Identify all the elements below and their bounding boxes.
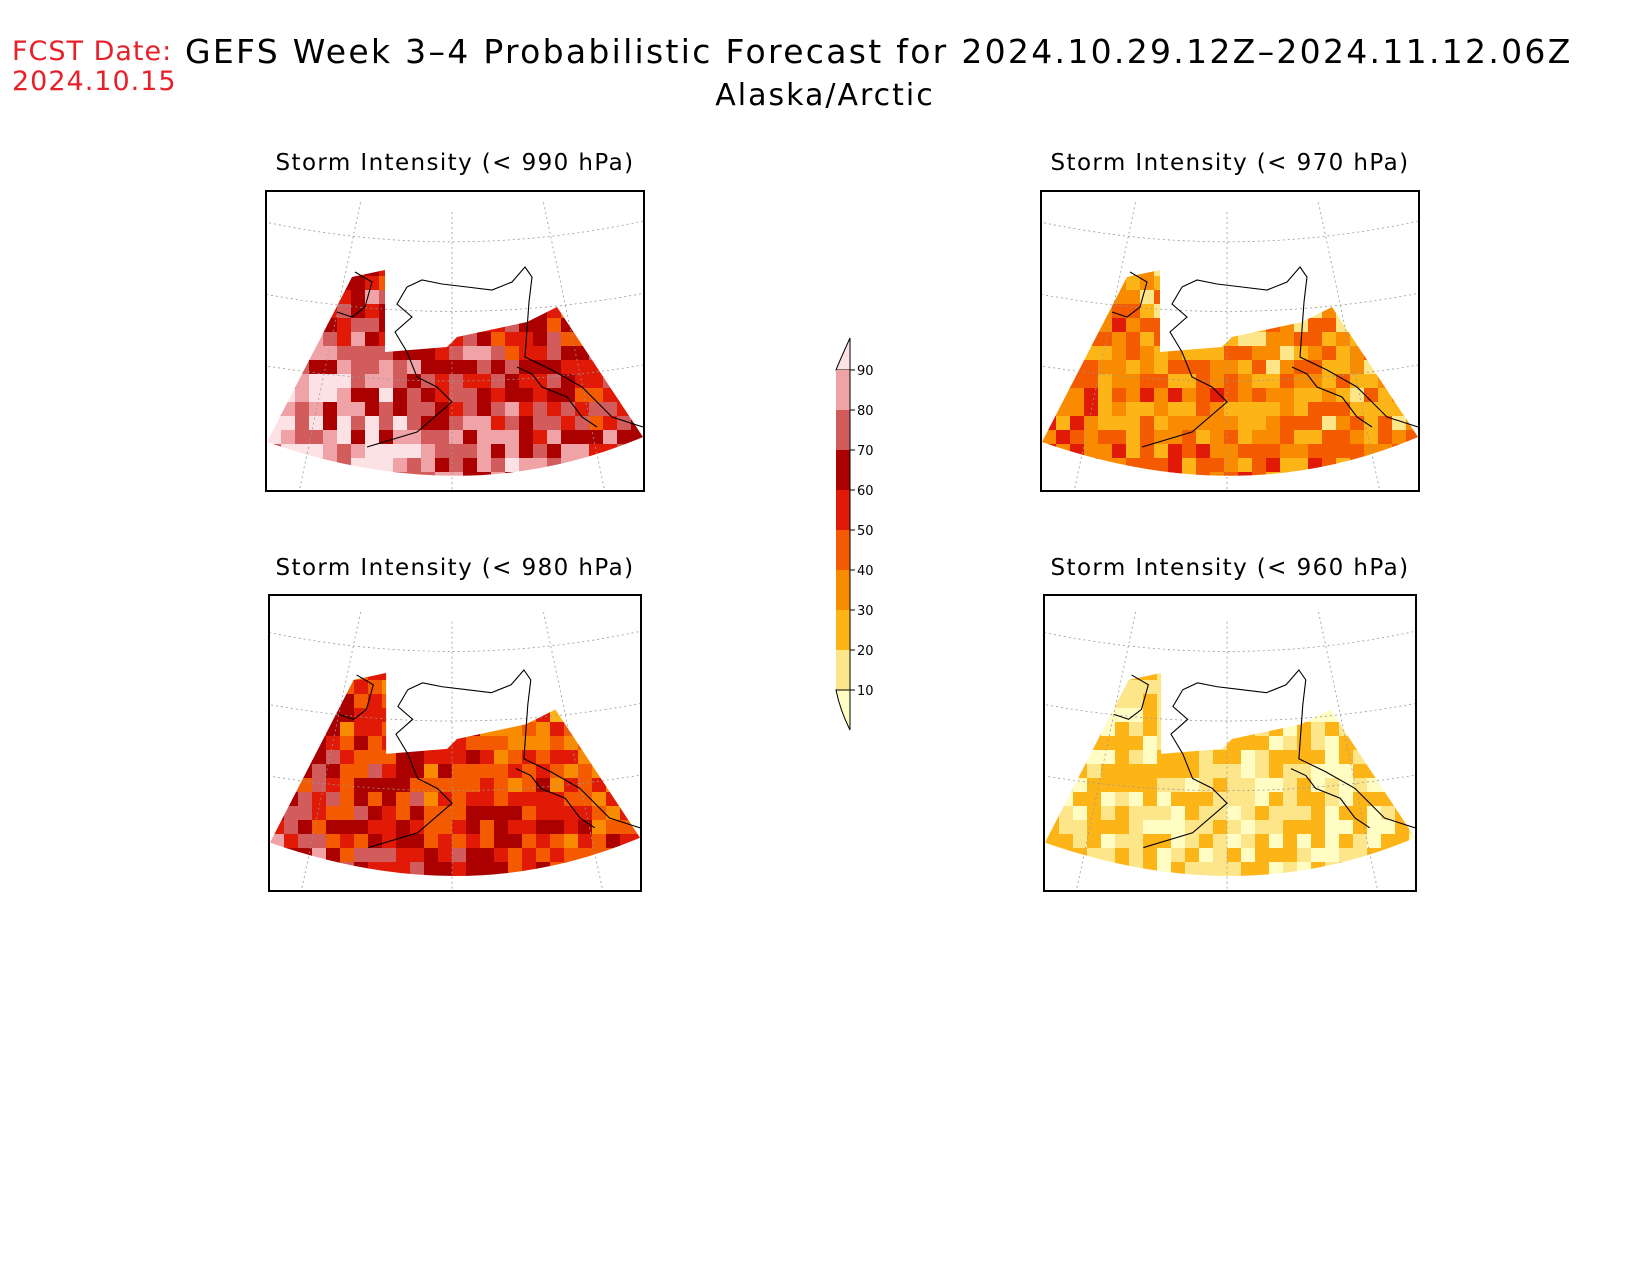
coastline: [336, 266, 643, 448]
colorbar-swatch: [836, 530, 850, 570]
panel-title-980: Storm Intensity (< 980 hPa): [275, 555, 635, 581]
coastline: [1111, 266, 1418, 448]
coastline: [1113, 669, 1415, 849]
colorbar-tick-label: 40: [857, 564, 874, 579]
panel-title-960: Storm Intensity (< 960 hPa): [1050, 555, 1410, 581]
probability-field: [1045, 672, 1415, 876]
colorbar-swatch: [836, 570, 850, 610]
panel-title-990: Storm Intensity (< 990 hPa): [275, 150, 635, 176]
map-svg: [1042, 202, 1418, 490]
colorbar-tick-label: 90: [857, 364, 874, 379]
colorbar-bottom-cap: [835, 689, 851, 731]
map-panel-960: [1043, 594, 1417, 892]
colorbar-swatch: [836, 650, 850, 690]
map-svg: [1045, 611, 1415, 890]
fcst-date-label: FCST Date:: [12, 36, 173, 67]
colorbar-tick-label: 20: [857, 644, 874, 659]
map-svg: [270, 611, 640, 890]
colorbar-tick-label: 30: [857, 604, 874, 619]
colorbar-tick-label: 60: [857, 484, 874, 499]
main-title: GEFS Week 3–4 Probabilistic Forecast for…: [185, 32, 1573, 71]
map-panel-980: [268, 594, 642, 892]
coastline: [338, 669, 640, 849]
panel-title-970: Storm Intensity (< 970 hPa): [1050, 150, 1410, 176]
colorbar-tick-label: 10: [857, 684, 874, 699]
colorbar-svg: 10 20 30 40 50 60 70 80 90: [835, 337, 874, 731]
colorbar-swatch: [836, 450, 850, 490]
fcst-date-value: 2024.10.15: [12, 66, 177, 97]
probability-field: [270, 672, 640, 876]
colorbar-swatch: [836, 410, 850, 450]
colorbar-swatch: [836, 490, 850, 530]
colorbar-tick-label: 70: [857, 444, 874, 459]
map-svg: [267, 202, 643, 490]
probability-field: [267, 270, 643, 476]
map-panel-970: [1040, 190, 1420, 492]
region-title: Alaska/Arctic: [715, 78, 935, 113]
colorbar-tick-label: 50: [857, 524, 874, 539]
probability-field: [1042, 270, 1418, 476]
map-panel-990: [265, 190, 645, 492]
colorbar-tick-label: 80: [857, 404, 874, 419]
colorbar-swatch: [836, 370, 850, 410]
colorbar-swatch: [836, 610, 850, 650]
colorbar-top-cap: [835, 337, 851, 371]
colorbar: 10 20 30 40 50 60 70 80 90: [820, 330, 900, 754]
